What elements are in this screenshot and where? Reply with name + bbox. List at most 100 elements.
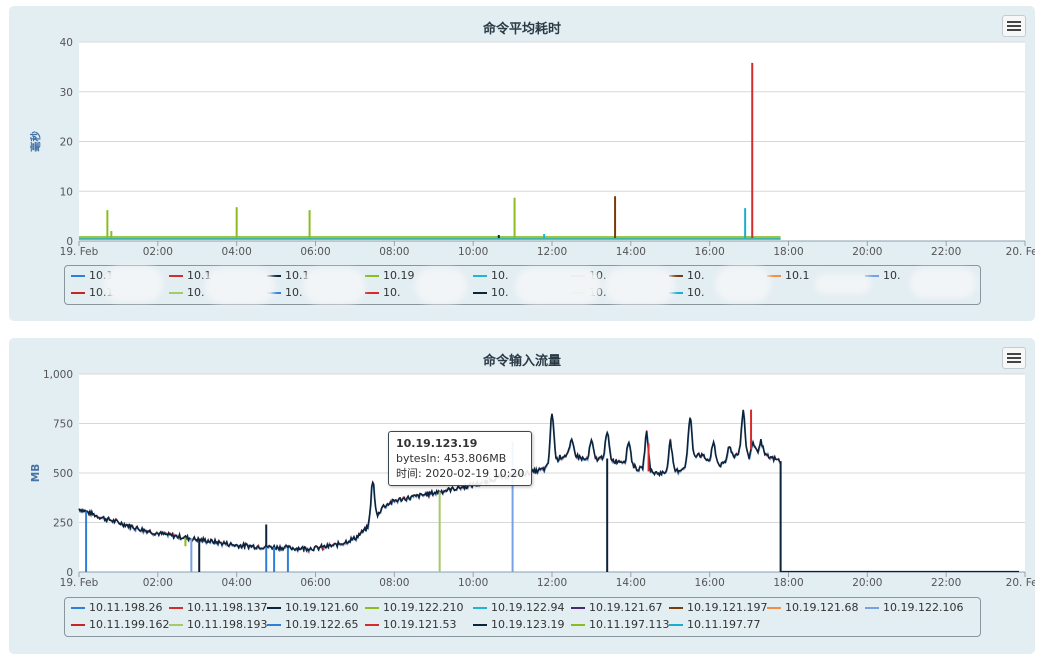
legend-label: 10.1 [785,269,810,282]
legend-swatch [571,607,585,609]
x-tick-label: 14:00 [616,246,646,258]
legend-swatch [865,275,879,277]
x-tick-label: 12:00 [537,577,567,589]
legend-label: 10.19.121.197 [687,601,768,614]
legend-label: 10.19.121.53 [383,618,457,631]
x-tick-label: 12:00 [537,246,567,258]
x-tick-label: 04:00 [222,577,252,589]
legend-label: 10. [187,286,205,299]
series-line [78,409,781,553]
legend-label: 10.11.197.113 [589,618,670,631]
legend-swatch [365,624,379,626]
legend-swatch [571,624,585,626]
traffic-chart: 0 250 500 750 1,000 19. Feb 02:00 04:00 06:00 08:… [30,369,1035,589]
y-tick-label: 750 [53,419,73,431]
legend-swatch [71,624,85,626]
legend-swatch [865,607,879,609]
legend-swatch [71,292,85,294]
y-tick-label: 10 [60,186,73,198]
x-tick-label: 10:00 [458,246,488,258]
legend-label: 10.19.122.210 [383,601,464,614]
x-tick-label: 02:00 [143,577,173,589]
y-axis-label: MB [30,464,42,482]
tooltip-series: 10.19.123.19 [396,437,478,450]
y-tick-label: 500 [53,468,73,480]
input-traffic-panel: 命令输入流量 0 250 500 750 1,000 19. Feb 02:00 04:00 0… [9,338,1035,654]
legend-label: 10.19.121.67 [589,601,663,614]
legend-swatch [71,607,85,609]
legend-swatch [473,607,487,609]
legend-label: 10.11.197.77 [687,618,761,631]
legend-label: 10.19.122.94 [491,601,565,614]
x-tick-label: 19. Feb [60,246,99,258]
redaction-blur [303,268,365,304]
x-tick-label: 22:00 [931,577,961,589]
chart-menu-button[interactable] [1002,15,1026,37]
legend-swatch [71,275,85,277]
legend-swatch [669,624,683,626]
x-tick-label: 08:00 [379,577,409,589]
legend-swatch [169,624,183,626]
avg-latency-panel: 命令平均耗时 0 10 20 30 40 19. Feb 02:00 04:00 06:00 08… [9,6,1035,321]
legend-label: 10. [883,269,901,282]
x-tick-label: 06:00 [300,246,330,258]
x-tick-label: 02:00 [143,246,173,258]
redaction-blur [715,266,771,302]
redaction-blur [515,268,601,304]
chart-legend: 10.110.110.110.1910.10.10.10.110.10.110.… [64,265,981,305]
y-tick-label: 40 [60,37,73,49]
y-tick-label: 1,000 [43,369,73,381]
legend-swatch [669,292,683,294]
y-tick-label: 30 [60,87,73,99]
legend-swatch [365,275,379,277]
chart-legend: 10.11.198.26 10.11.198.137 10.19.121.60 10.… [64,597,981,637]
chart-menu-button[interactable] [1002,347,1026,369]
legend-label: 10. [687,286,705,299]
legend-swatch [267,607,281,609]
x-tick-label: 16:00 [695,246,725,258]
legend-label: 10.11.198.26 [89,601,163,614]
legend-label: 10. [687,269,705,282]
x-tick-label: 18:00 [773,577,803,589]
legend-label: 10.19.121.68 [785,601,859,614]
legend-swatch [365,292,379,294]
legend-label: 10. [491,269,509,282]
y-tick-label: 250 [53,518,73,530]
tooltip-value: bytesIn: 453.806MB [396,452,507,465]
legend-swatch [169,275,183,277]
legend-label: 10. [383,286,401,299]
x-tick-label: 20:00 [852,577,882,589]
legend-swatch [267,624,281,626]
chart-title: 命令输入流量 [482,354,561,369]
x-tick-label: 04:00 [222,246,252,258]
chart-tooltip: 10.19.123.19 bytesIn: 453.806MB 时间: 2020… [388,431,533,486]
x-tick-label: 20. Feb [1006,246,1035,258]
legend-swatch [473,275,487,277]
legend-swatch [669,275,683,277]
x-tick-label: 10:00 [458,577,488,589]
x-tick-label: 06:00 [300,577,330,589]
legend-label: 10.19.122.65 [285,618,359,631]
x-tick-label: 18:00 [773,246,803,258]
latency-chart: 0 10 20 30 40 19. Feb 02:00 04:00 06:00 08:00 10:0… [29,37,1035,258]
hamburger-menu-icon [1007,21,1021,23]
legend-swatch [473,624,487,626]
redaction-blur [910,268,976,298]
legend-label: 10.11.198.193 [187,618,268,631]
legend-swatch [365,607,379,609]
legend-swatch [767,275,781,277]
legend-label: 10.19.123.19 [491,618,565,631]
legend-swatch [267,292,281,294]
legend-label: 10.19.121.60 [285,601,359,614]
redaction-blur [103,266,163,302]
x-tick-label: 22:00 [931,246,961,258]
legend-label: 10.11.198.137 [187,601,268,614]
legend-label: 10. [491,286,509,299]
legend-swatch [169,607,183,609]
legend-swatch [669,607,683,609]
y-tick-label: 20 [60,137,73,149]
x-tick-label: 16:00 [695,577,725,589]
chart-title: 命令平均耗时 [482,22,561,37]
y-tick-label: 0 [66,567,73,579]
legend-label: 10.19 [383,269,415,282]
